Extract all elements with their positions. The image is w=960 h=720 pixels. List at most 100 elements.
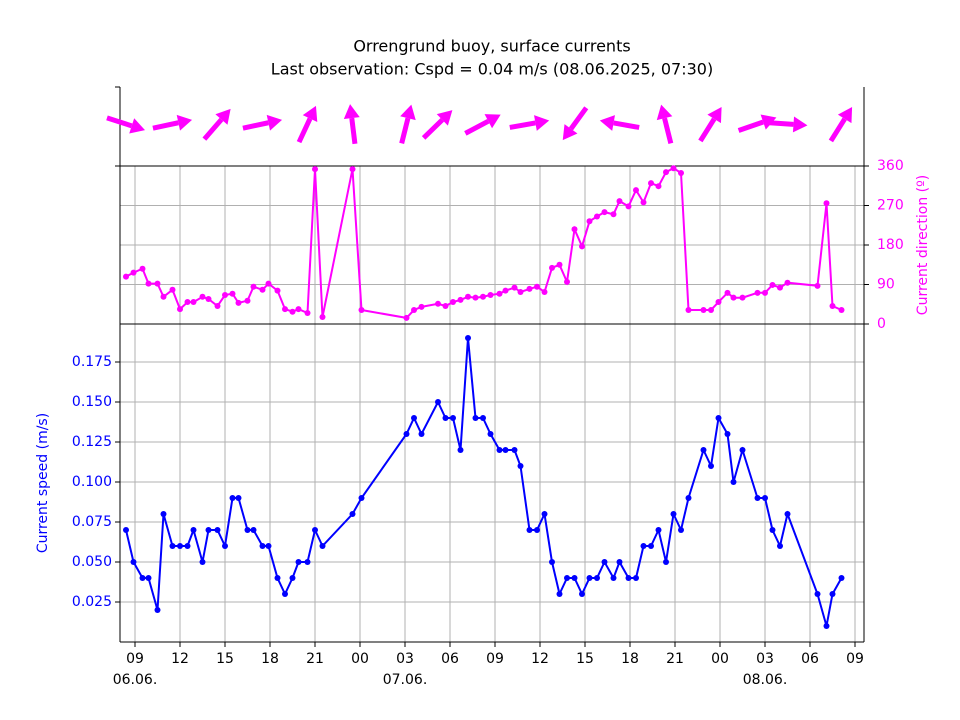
- data-point: [250, 527, 257, 533]
- y-tick-label: 0.100: [72, 474, 112, 490]
- arrow-head: [215, 108, 231, 125]
- data-point: [670, 511, 677, 517]
- data-point: [777, 543, 783, 549]
- arrow-shaft: [767, 120, 794, 127]
- x-tick-label: 21: [306, 651, 324, 667]
- data-point: [625, 203, 632, 210]
- data-point: [586, 218, 593, 225]
- data-point: [670, 165, 677, 172]
- arrow-head: [656, 104, 673, 121]
- direction-arrow: [767, 116, 808, 133]
- data-point: [199, 559, 206, 565]
- data-point: [349, 166, 356, 173]
- data-point: [160, 511, 167, 517]
- data-point: [526, 527, 533, 533]
- data-point: [616, 198, 623, 205]
- chart-title: Orrengrund buoy, surface currents: [353, 37, 630, 56]
- direction-arrow: [828, 107, 853, 143]
- data-point: [594, 575, 600, 581]
- data-point: [450, 415, 456, 421]
- data-point: [663, 169, 669, 176]
- data-point: [549, 559, 555, 565]
- x-tick-label: 21: [666, 651, 684, 667]
- y2-axis-label: Current direction (º): [915, 175, 931, 315]
- y-tick-label: 0.150: [72, 394, 112, 410]
- data-point: [177, 543, 183, 549]
- arrow-shaft: [242, 120, 269, 131]
- data-point: [814, 591, 821, 597]
- direction-arrow: [698, 107, 722, 143]
- x-tick-label: 15: [216, 651, 234, 667]
- data-point: [190, 299, 197, 306]
- data-point: [169, 543, 176, 549]
- arrow-head: [129, 118, 146, 134]
- x-tick-label: 09: [126, 651, 144, 667]
- data-point: [814, 282, 821, 289]
- data-point: [549, 264, 555, 271]
- data-point: [472, 294, 479, 301]
- x-tick-label: 09: [846, 651, 864, 667]
- data-point: [349, 511, 356, 517]
- data-point: [190, 527, 197, 533]
- x-tick-label: 18: [261, 651, 279, 667]
- data-point: [594, 213, 600, 220]
- date-label: 08.06.: [743, 672, 788, 688]
- data-point: [282, 306, 288, 313]
- data-point: [823, 200, 830, 207]
- data-point: [222, 543, 228, 549]
- data-point: [130, 559, 137, 565]
- arrow-head: [562, 124, 578, 141]
- data-point: [754, 289, 761, 296]
- data-point: [511, 284, 518, 291]
- data-point: [229, 290, 236, 297]
- data-point: [199, 293, 206, 300]
- data-point: [282, 591, 288, 597]
- x-tick-label: 00: [351, 651, 369, 667]
- arrow-shaft: [202, 117, 224, 141]
- data-point: [319, 313, 326, 320]
- arrow-shaft: [509, 120, 536, 130]
- data-point: [465, 293, 471, 300]
- data-point: [601, 209, 608, 216]
- data-point: [541, 511, 548, 517]
- data-point: [312, 166, 318, 173]
- data-point: [685, 495, 692, 501]
- direction-arrow: [599, 115, 640, 131]
- data-point: [160, 293, 167, 300]
- y2-tick-label: 0: [877, 316, 886, 332]
- data-point: [708, 306, 714, 313]
- direction-arrow: [509, 115, 550, 131]
- data-point: [564, 278, 570, 285]
- data-point: [184, 299, 191, 306]
- data-point: [472, 415, 479, 421]
- data-point: [586, 575, 593, 581]
- arrow-shaft: [662, 117, 674, 145]
- arrow-shaft: [296, 117, 313, 144]
- arrow-head: [400, 104, 416, 121]
- data-point: [450, 299, 456, 306]
- data-point: [259, 286, 266, 293]
- data-point: [235, 495, 242, 501]
- data-point: [457, 296, 464, 303]
- data-point: [496, 290, 503, 297]
- arrow-head: [343, 104, 360, 120]
- data-point: [564, 575, 570, 581]
- data-point: [304, 310, 311, 317]
- data-point: [648, 180, 654, 187]
- direction-arrow: [464, 114, 501, 136]
- data-point: [222, 292, 228, 299]
- data-point: [754, 495, 761, 501]
- data-point: [465, 335, 471, 341]
- arrow-shaft: [349, 117, 358, 145]
- data-point: [511, 447, 518, 453]
- data-point: [730, 479, 737, 485]
- data-point: [205, 527, 212, 533]
- data-point: [655, 183, 662, 190]
- data-point: [838, 575, 845, 581]
- data-point: [480, 415, 486, 421]
- data-point: [418, 431, 425, 437]
- data-point: [700, 306, 707, 313]
- data-point: [403, 314, 410, 321]
- data-point: [579, 243, 585, 250]
- data-point: [295, 306, 302, 313]
